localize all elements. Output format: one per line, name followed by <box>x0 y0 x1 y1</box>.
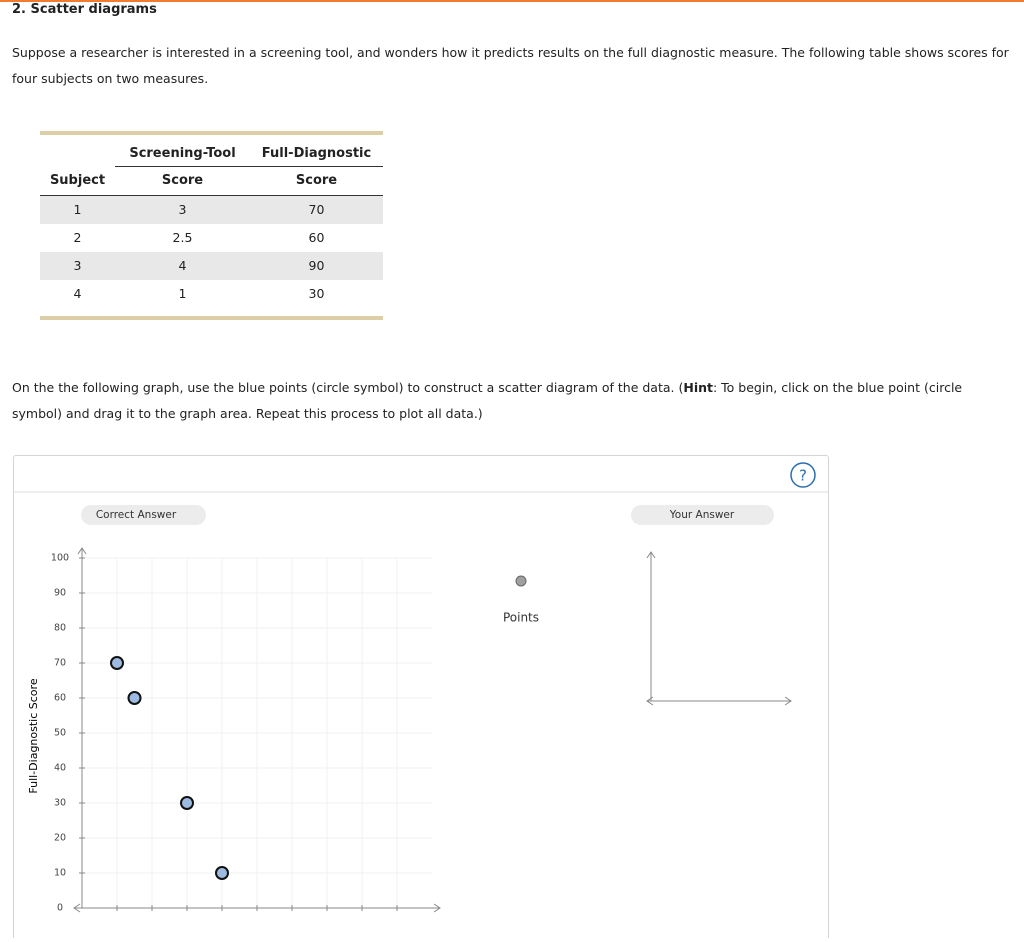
point <box>180 796 194 810</box>
y-tick-label: 30 <box>54 798 66 809</box>
help-button[interactable] <box>790 462 816 488</box>
x-arrow <box>73 903 81 913</box>
mini-axes <box>646 551 792 706</box>
column-header: Score <box>161 173 204 188</box>
y-tick-label: 70 <box>54 658 66 669</box>
y-tick-label: 50 <box>54 728 66 739</box>
row-shade <box>40 196 383 224</box>
table-cell: 30 <box>308 286 325 301</box>
y-tick-label: 100 <box>51 553 69 564</box>
y-arrow <box>77 547 87 555</box>
column-header: Subject <box>49 173 106 188</box>
your-tab[interactable] <box>631 505 774 525</box>
hint: Hint <box>683 380 713 395</box>
text: : To begin, click on the blue point (cir… <box>12 380 963 421</box>
x-arrow <box>433 903 441 913</box>
intro: Suppose a researcher is interested in a … <box>12 45 1009 86</box>
table-cell: 70 <box>308 202 325 217</box>
table-cell: 1 <box>178 286 187 301</box>
y-tick-label: 60 <box>54 693 66 704</box>
correct-tab[interactable] <box>81 505 206 525</box>
y-tick-label: 10 <box>54 868 66 879</box>
help-icon[interactable]: ? <box>799 467 807 485</box>
graph-tool: ? Correct Answer Your Answer Full-Diagno… <box>13 455 829 938</box>
group-header: Full-Diagnostic <box>261 146 372 161</box>
point <box>110 656 124 670</box>
point <box>215 866 229 880</box>
your-tab-label[interactable]: Your Answer <box>669 509 735 521</box>
table-cell: 3 <box>178 202 187 217</box>
table-cell: 60 <box>308 230 325 245</box>
text: On the the following graph, use the blue… <box>12 380 684 395</box>
table-cell: 3 <box>73 258 82 273</box>
legend-icon <box>515 575 527 587</box>
table-cell: 2 <box>73 230 82 245</box>
y-tick-label: 40 <box>54 763 66 774</box>
row-shade <box>40 252 383 280</box>
y-axis-label: Full-Diagnostic Score <box>27 678 40 793</box>
group-header: Screening-Tool <box>129 146 236 161</box>
table-bottom-rule <box>40 316 383 320</box>
table-cell: 2.5 <box>172 230 193 245</box>
column-header: Score <box>295 173 338 188</box>
y-tick-label: 0 <box>57 903 63 914</box>
table-cell: 4 <box>178 258 187 273</box>
y-tick-label: 90 <box>54 588 66 599</box>
rule <box>115 166 383 167</box>
table-top-rule <box>40 131 383 135</box>
correct-tab-label[interactable]: Correct Answer <box>96 509 177 521</box>
table-cell: 90 <box>308 258 325 273</box>
table-cell: 4 <box>73 286 82 301</box>
title: 2. Scatter diagrams <box>12 2 157 17</box>
rule <box>40 195 383 196</box>
chart: ? Correct Answer Your Answer Full-Diagno… <box>14 462 828 914</box>
instruction: On the the following graph, use the blue… <box>12 375 1002 427</box>
y-tick-label: 20 <box>54 833 66 844</box>
table-cell: 1 <box>73 202 82 217</box>
y-tick-label: 80 <box>54 623 66 634</box>
legend-label: Points <box>503 611 539 625</box>
top-rule <box>0 0 1024 2</box>
point <box>127 691 142 705</box>
